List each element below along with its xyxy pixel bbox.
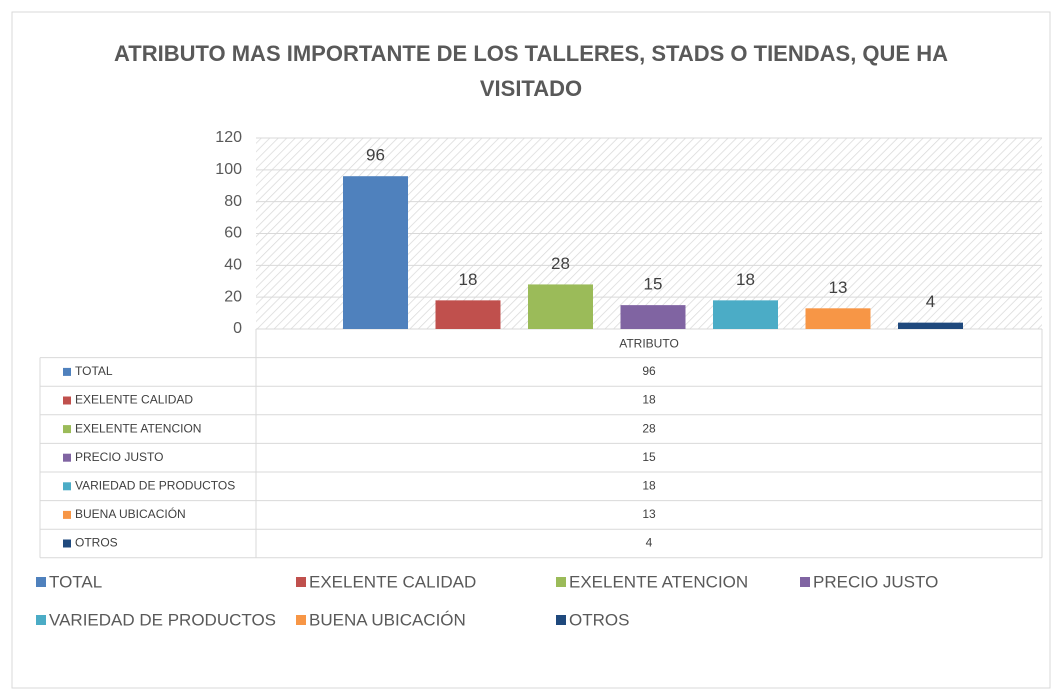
table-legend-key: [63, 367, 71, 376]
table-legend-key: [63, 425, 71, 434]
y-tick-label: 60: [224, 225, 242, 242]
data-label: 15: [644, 275, 663, 294]
table-series-name: EXELENTE ATENCION: [75, 421, 201, 435]
legend-key: [556, 577, 566, 587]
bar: [343, 176, 408, 329]
table-series-name: OTROS: [75, 536, 118, 550]
table-value: 4: [646, 536, 653, 550]
bar: [435, 300, 501, 329]
table-legend-key: [63, 396, 71, 405]
y-tick-label: 120: [215, 129, 242, 146]
table-value: 15: [642, 450, 656, 464]
bar: [898, 322, 963, 329]
legend-label: VARIEDAD DE PRODUCTOS: [49, 610, 276, 629]
table-header: ATRIBUTO: [619, 336, 679, 350]
table-legend-key: [63, 453, 71, 462]
legend-key: [556, 615, 566, 625]
table-value: 18: [642, 478, 656, 492]
data-label: 28: [551, 254, 570, 273]
y-tick-label: 20: [224, 288, 242, 305]
table-series-name: EXELENTE CALIDAD: [75, 393, 193, 407]
legend-label: PRECIO JUSTO: [813, 572, 938, 591]
legend-key: [296, 615, 306, 625]
y-tick-label: 40: [224, 257, 242, 274]
table-series-name: PRECIO JUSTO: [75, 450, 163, 464]
data-label: 18: [459, 270, 478, 289]
table-value: 13: [642, 507, 656, 521]
y-tick-label: 80: [224, 193, 242, 210]
legend-label: OTROS: [569, 610, 629, 629]
legend-label: EXELENTE CALIDAD: [309, 572, 476, 591]
table-legend-key: [63, 482, 71, 491]
legend-label: TOTAL: [49, 572, 102, 591]
table-value: 18: [642, 393, 656, 407]
bar: [805, 308, 871, 329]
table-legend-key: [63, 510, 71, 519]
legend-label: BUENA UBICACIÓN: [309, 610, 466, 629]
data-label: 4: [926, 292, 935, 311]
table-series-name: VARIEDAD DE PRODUCTOS: [75, 478, 235, 492]
data-label: 13: [829, 278, 848, 297]
bar: [528, 284, 593, 329]
legend-key: [36, 577, 46, 587]
chart-border: [11, 11, 1051, 689]
y-tick-label: 0: [233, 320, 242, 337]
legend-key: [800, 577, 810, 587]
table-value: 96: [642, 364, 656, 378]
legend-key: [296, 577, 306, 587]
table-series-name: BUENA UBICACIÓN: [75, 506, 186, 521]
y-tick-label: 100: [215, 161, 242, 178]
bar: [713, 300, 778, 329]
table-series-name: TOTAL: [75, 364, 113, 378]
table-value: 28: [642, 421, 656, 435]
legend-label: EXELENTE ATENCION: [569, 572, 748, 591]
legend-key: [36, 615, 46, 625]
chart-title: ATRIBUTO MAS IMPORTANTE DE LOS TALLERES,…: [114, 41, 948, 101]
table-legend-key: [63, 539, 71, 548]
data-label: 96: [366, 146, 385, 165]
bar: [620, 305, 686, 329]
data-label: 18: [736, 270, 755, 289]
